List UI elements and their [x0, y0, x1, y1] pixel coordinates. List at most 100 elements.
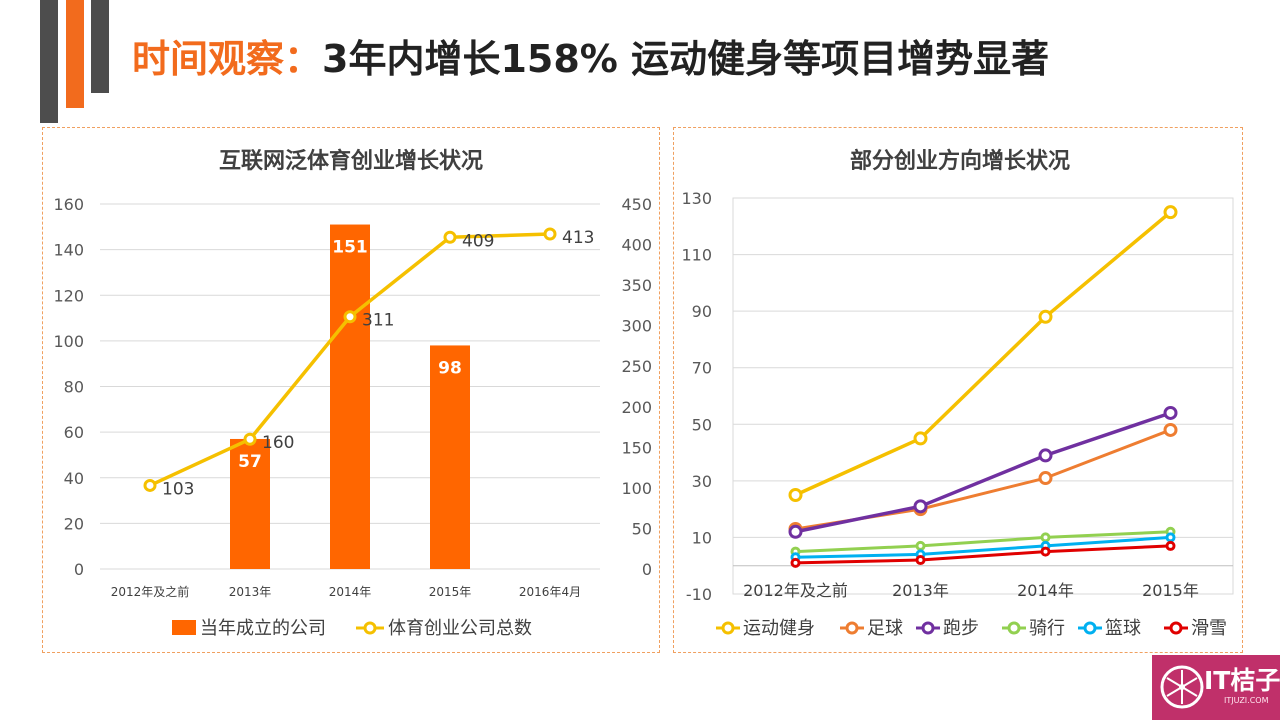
line-point	[343, 310, 357, 324]
x-tick-label: 2013年	[892, 581, 949, 600]
line-point	[1038, 309, 1053, 324]
line-point	[443, 230, 457, 244]
y-left-tick-label: 40	[64, 469, 84, 488]
legend-swatch-bar	[172, 620, 196, 635]
line-data-label: 160	[262, 433, 294, 453]
y-right-tick-label: 400	[621, 236, 652, 255]
line-point	[1038, 471, 1053, 486]
legend-swatch-marker	[363, 621, 377, 635]
y-right-tick-label: 0	[642, 560, 652, 579]
page-title: 时间观察：3年内增长158% 运动健身等项目增势显著	[132, 28, 1049, 83]
x-tick-label: 2015年	[1142, 581, 1199, 600]
y-left-tick-label: 120	[53, 286, 84, 305]
line-point	[1165, 540, 1176, 551]
legend-swatch-marker	[1007, 621, 1021, 635]
line-point	[790, 557, 801, 568]
line-point	[788, 524, 803, 539]
legend-label: 滑雪	[1191, 618, 1227, 639]
line-point	[915, 540, 926, 551]
y-tick-label: -10	[686, 585, 712, 604]
y-right-tick-label: 200	[621, 398, 652, 417]
series-line	[795, 535, 1171, 559]
line-data-label: 311	[362, 311, 394, 331]
y-tick-label: 70	[692, 359, 712, 378]
x-tick-label: 2012年及之前	[111, 584, 190, 599]
series-line	[795, 544, 1171, 565]
logo-subtext: ITJUZI.COM	[1224, 696, 1269, 705]
chart-panel-right	[673, 127, 1243, 653]
bar-data-label: 57	[238, 452, 262, 472]
legend-swatch-marker	[845, 621, 859, 635]
legend-label: 骑行	[1029, 618, 1065, 639]
y-left-tick-label: 20	[64, 514, 84, 533]
title-rest: 3年内增长158% 运动健身等项目增势显著	[322, 37, 1050, 81]
line-data-label: 103	[162, 479, 194, 499]
line-point	[543, 227, 557, 241]
series-line	[795, 530, 1171, 554]
y-tick-label: 50	[692, 415, 712, 434]
y-tick-label: 10	[692, 528, 712, 547]
x-tick-label: 2013年	[229, 585, 272, 599]
legend-swatch-marker	[921, 621, 935, 635]
legend-label: 运动健身	[743, 618, 815, 639]
y-right-tick-label: 350	[621, 276, 652, 295]
line-point	[1163, 405, 1178, 420]
x-tick-label: 2012年及之前	[743, 581, 848, 600]
y-tick-label: 90	[692, 302, 712, 321]
y-left-tick-label: 80	[64, 378, 84, 397]
line-point	[1163, 422, 1178, 437]
legend-swatch-marker	[1169, 621, 1183, 635]
y-right-tick-label: 100	[621, 479, 652, 498]
y-tick-label: 110	[681, 246, 712, 265]
legend-swatch-marker	[1083, 621, 1097, 635]
line-point	[243, 432, 257, 446]
bar-data-label: 98	[438, 358, 462, 378]
x-tick-label: 2015年	[429, 585, 472, 599]
y-left-tick-label: 60	[64, 423, 84, 442]
title-highlight: 时间观察：	[132, 37, 323, 81]
line-point	[1040, 546, 1051, 557]
header-deco-bar-grey	[91, 0, 109, 93]
y-left-tick-label: 160	[53, 195, 84, 214]
legend-label: 篮球	[1105, 618, 1141, 639]
y-right-tick-label: 300	[621, 317, 652, 336]
line-point	[913, 431, 928, 446]
bar	[230, 438, 270, 569]
bar	[330, 224, 370, 569]
itjuzi-logo: IT桔子 ITJUZI.COM	[1152, 655, 1280, 720]
y-tick-label: 130	[681, 189, 712, 208]
legend-swatch-marker	[721, 621, 735, 635]
chart-title: 部分创业方向增长状况	[850, 148, 1070, 174]
y-right-tick-label: 450	[621, 195, 652, 214]
y-right-tick-label: 150	[621, 438, 652, 457]
series-line	[795, 411, 1172, 534]
line-point	[143, 478, 157, 492]
x-tick-label: 2014年	[329, 585, 372, 599]
legend-label-line: 体育创业公司总数	[388, 618, 532, 639]
line-point	[1038, 448, 1053, 463]
y-left-tick-label: 140	[53, 241, 84, 260]
legend-label-bar: 当年成立的公司	[200, 618, 326, 639]
line-point	[913, 499, 928, 514]
y-left-tick-label: 0	[74, 560, 84, 579]
line-point	[1165, 532, 1176, 543]
y-left-tick-label: 100	[53, 332, 84, 351]
line-point	[788, 488, 803, 502]
orange-slice-icon	[1160, 665, 1204, 709]
line-data-label: 413	[562, 228, 594, 248]
bar-data-label: 151	[332, 238, 368, 258]
y-tick-label: 30	[692, 472, 712, 491]
x-tick-label: 2014年	[1017, 581, 1074, 600]
chart-title: 互联网泛体育创业增长状况	[219, 148, 483, 174]
line-point	[915, 555, 926, 566]
y-right-tick-label: 50	[632, 519, 652, 538]
legend-label: 足球	[867, 618, 903, 639]
chart-panel-left	[42, 127, 660, 653]
header-deco-bar-orange	[66, 0, 84, 108]
line-point	[1040, 532, 1051, 543]
line-data-label: 409	[462, 231, 494, 251]
legend-label: 跑步	[943, 618, 979, 639]
x-tick-label: 2016年4月	[519, 585, 581, 599]
logo-text: IT桔子	[1204, 666, 1280, 695]
